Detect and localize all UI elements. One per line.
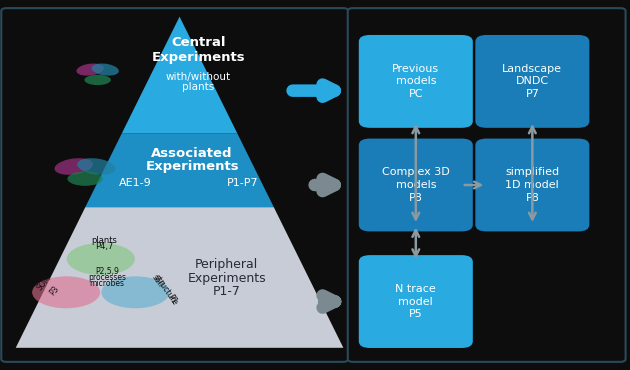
Text: Landscape
DNDC
P7: Landscape DNDC P7 — [502, 64, 563, 99]
FancyBboxPatch shape — [1, 8, 348, 362]
Text: simplified
1D model
P8: simplified 1D model P8 — [505, 167, 559, 203]
Text: P4,7: P4,7 — [94, 242, 113, 251]
Text: Experiments: Experiments — [146, 160, 239, 173]
Text: SOM: SOM — [35, 273, 53, 293]
Text: Experiments: Experiments — [188, 272, 266, 285]
Text: Complex 3D
models
P8: Complex 3D models P8 — [382, 167, 450, 203]
FancyBboxPatch shape — [359, 255, 472, 348]
Ellipse shape — [67, 243, 135, 275]
Text: P1: P1 — [166, 293, 178, 306]
Ellipse shape — [55, 158, 93, 175]
Text: P1-P7: P1-P7 — [227, 178, 258, 188]
Ellipse shape — [84, 75, 111, 85]
Text: microbes: microbes — [89, 279, 125, 287]
Text: plants: plants — [91, 236, 117, 245]
Ellipse shape — [76, 64, 104, 75]
Text: N trace
model
P5: N trace model P5 — [396, 284, 436, 319]
Text: AE1-9: AE1-9 — [119, 178, 152, 188]
FancyBboxPatch shape — [359, 139, 472, 232]
Text: Experiments: Experiments — [152, 51, 245, 64]
Text: Associated: Associated — [151, 147, 233, 160]
Text: structure: structure — [152, 273, 180, 307]
Text: with/without: with/without — [166, 71, 231, 82]
Text: processes: processes — [88, 273, 126, 282]
Text: plants: plants — [182, 82, 215, 92]
Text: soil: soil — [150, 273, 165, 289]
FancyBboxPatch shape — [475, 139, 590, 232]
FancyBboxPatch shape — [348, 8, 626, 362]
Ellipse shape — [101, 276, 169, 308]
Ellipse shape — [77, 158, 115, 175]
FancyBboxPatch shape — [475, 35, 590, 128]
FancyBboxPatch shape — [359, 35, 472, 128]
Text: Previous
models
PC: Previous models PC — [392, 64, 439, 99]
Text: P2,5,9: P2,5,9 — [95, 267, 119, 276]
Ellipse shape — [91, 64, 119, 75]
Text: Peripheral: Peripheral — [195, 258, 258, 271]
Ellipse shape — [67, 172, 103, 186]
Polygon shape — [122, 17, 238, 133]
Polygon shape — [85, 133, 274, 207]
Ellipse shape — [32, 276, 100, 308]
Text: P3: P3 — [49, 285, 61, 298]
Polygon shape — [16, 207, 343, 348]
Text: P1-7: P1-7 — [213, 285, 241, 298]
Text: Central: Central — [171, 36, 226, 49]
